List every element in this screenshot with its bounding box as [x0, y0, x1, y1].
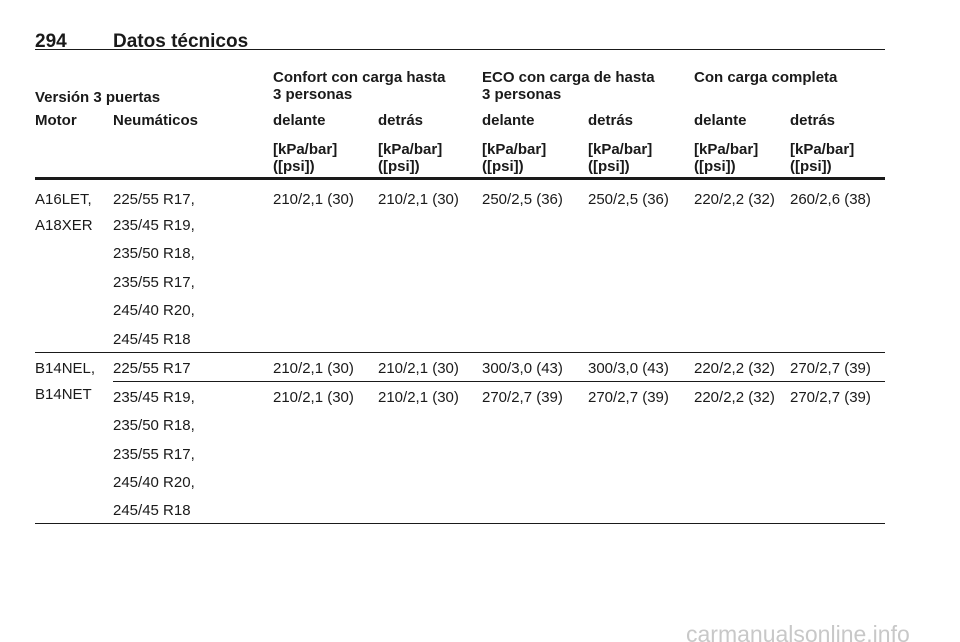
- pressure-value: 250/2,5 (36): [588, 191, 669, 208]
- pressure-value: 270/2,7 (39): [588, 389, 669, 406]
- pressure-value: 270/2,7 (39): [790, 360, 871, 377]
- group-header: ECO con carga de hasta: [482, 69, 655, 86]
- tire-size: 245/45 R18: [113, 502, 191, 519]
- pressure-value: 260/2,6 (38): [790, 191, 871, 208]
- column-header: delante: [694, 112, 747, 129]
- page-title: Datos técnicos: [113, 31, 249, 52]
- page-number: 294: [35, 31, 67, 52]
- row-rule: [35, 352, 885, 353]
- column-header: delante: [273, 112, 326, 129]
- pressure-value: 210/2,1 (30): [273, 191, 354, 208]
- sub-row-rule: [113, 381, 885, 382]
- motor: B14NET: [35, 386, 92, 403]
- pressure-value: 250/2,5 (36): [482, 191, 563, 208]
- motor: A18XER: [35, 217, 93, 234]
- column-header: detrás: [790, 112, 836, 129]
- column-header: delante: [482, 112, 535, 129]
- group-header: Con carga completa: [694, 69, 838, 86]
- unit-label: ([psi]): [482, 158, 524, 175]
- pressure-value: 270/2,7 (39): [790, 389, 871, 406]
- pressure-value: 220/2,2 (32): [694, 389, 775, 406]
- tire-size: 235/55 R17,: [113, 446, 195, 463]
- tire-size: 235/45 R19,: [113, 389, 195, 406]
- tire-size: 235/45 R19,: [113, 217, 195, 234]
- unit-label: [kPa/bar]: [694, 141, 759, 158]
- tire-size: 225/55 R17,: [113, 191, 195, 208]
- group-header: 3 personas: [273, 86, 353, 103]
- pressure-value: 210/2,1 (30): [273, 360, 354, 377]
- pressure-value: 210/2,1 (30): [378, 191, 459, 208]
- unit-label: [kPa/bar]: [482, 141, 547, 158]
- unit-label: [kPa/bar]: [790, 141, 855, 158]
- pressure-value: 210/2,1 (30): [273, 389, 354, 406]
- unit-label: ([psi]): [694, 158, 736, 175]
- table-bottom-rule: [35, 523, 885, 524]
- group-header: 3 personas: [482, 86, 562, 103]
- unit-label: ([psi]): [588, 158, 630, 175]
- pressure-value: 300/3,0 (43): [588, 360, 669, 377]
- column-header: Motor: [35, 112, 77, 129]
- motor: B14NEL,: [35, 360, 96, 377]
- pressure-value: 210/2,1 (30): [378, 360, 459, 377]
- unit-label: [kPa/bar]: [273, 141, 338, 158]
- pressure-value: 270/2,7 (39): [482, 389, 563, 406]
- motor: A16LET,: [35, 191, 92, 208]
- unit-label: [kPa/bar]: [588, 141, 653, 158]
- watermark: carmanualsonline.info: [686, 621, 910, 642]
- tire-size: 225/55 R17: [113, 360, 191, 377]
- pressure-value: 210/2,1 (30): [378, 389, 459, 406]
- pressure-value: 220/2,2 (32): [694, 360, 775, 377]
- table-title: Versión 3 puertas: [35, 89, 161, 106]
- column-header: detrás: [378, 112, 424, 129]
- tire-size: 235/50 R18,: [113, 245, 195, 262]
- column-header: Neumáticos: [113, 112, 199, 129]
- unit-label: ([psi]): [790, 158, 832, 175]
- group-header: Confort con carga hasta: [273, 69, 446, 86]
- unit-label: [kPa/bar]: [378, 141, 443, 158]
- pressure-value: 220/2,2 (32): [694, 191, 775, 208]
- tire-size: 245/40 R20,: [113, 302, 195, 319]
- tire-size: 245/45 R18: [113, 331, 191, 348]
- tire-size: 235/55 R17,: [113, 274, 195, 291]
- tire-size: 245/40 R20,: [113, 474, 195, 491]
- column-header: detrás: [588, 112, 634, 129]
- unit-label: ([psi]): [378, 158, 420, 175]
- pressure-value: 300/3,0 (43): [482, 360, 563, 377]
- header-rule: [35, 49, 885, 50]
- unit-label: ([psi]): [273, 158, 315, 175]
- tire-size: 235/50 R18,: [113, 417, 195, 434]
- table-header-rule: [35, 177, 885, 180]
